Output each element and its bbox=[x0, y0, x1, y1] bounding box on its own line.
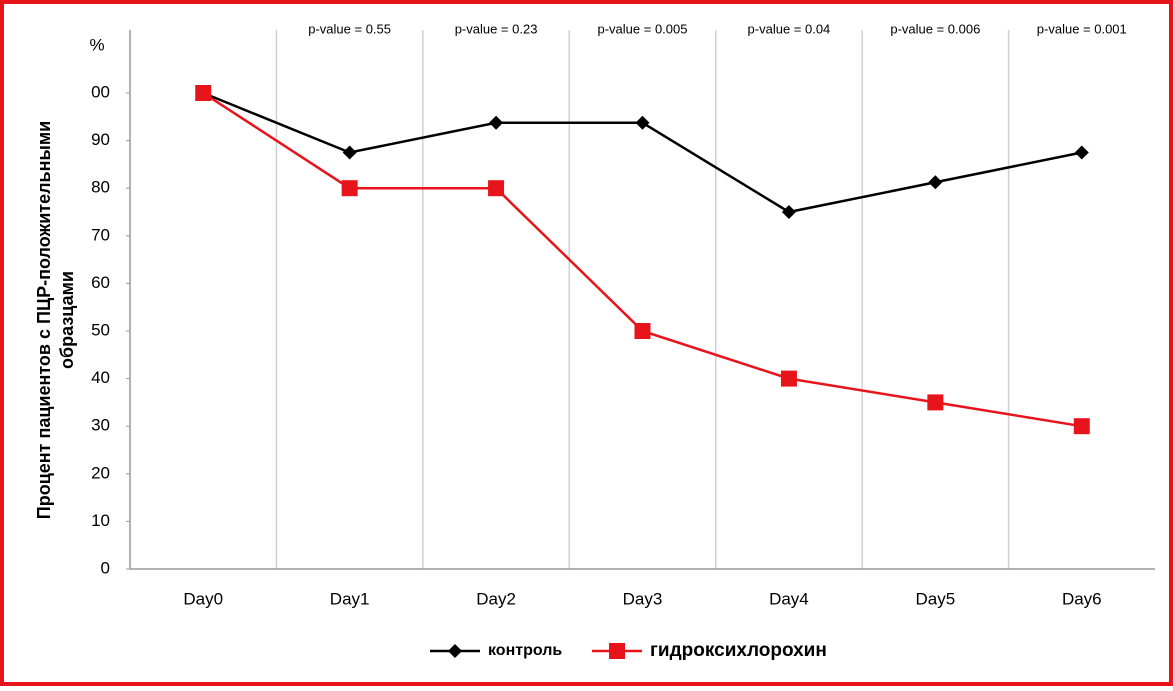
point bbox=[781, 205, 796, 219]
x-tick-label: Day2 bbox=[476, 589, 516, 608]
point bbox=[928, 175, 943, 190]
point bbox=[488, 180, 505, 197]
p-value: p-value = 0.04 bbox=[748, 21, 831, 36]
point bbox=[1074, 145, 1089, 160]
point bbox=[342, 145, 357, 160]
x-tick-label: Day6 bbox=[1062, 589, 1102, 608]
point bbox=[634, 323, 651, 339]
y-tick-label: 70 bbox=[91, 225, 110, 244]
y-tick-label: 00 bbox=[91, 82, 110, 101]
point bbox=[341, 180, 358, 197]
p-value: p-value = 0.001 bbox=[1037, 21, 1127, 36]
y-unit: % bbox=[89, 35, 104, 54]
point bbox=[635, 115, 650, 130]
y-tick-label: 60 bbox=[91, 273, 110, 292]
y-tick-label: 0 bbox=[101, 558, 110, 577]
y-tick-label: 80 bbox=[91, 178, 110, 197]
y-axis-title: Процент пациентов с ПЦР-положительными о… bbox=[34, 121, 77, 519]
y-tick-label: 30 bbox=[91, 416, 110, 435]
y-tick-label: 50 bbox=[91, 320, 110, 339]
legend-marker bbox=[609, 643, 625, 659]
legend-marker bbox=[448, 644, 462, 658]
point bbox=[780, 370, 797, 387]
x-tick-label: Day3 bbox=[623, 589, 663, 608]
p-value: p-value = 0.23 bbox=[455, 21, 538, 36]
point bbox=[489, 115, 504, 130]
x-tick-label: Day5 bbox=[916, 589, 956, 608]
y-axis-title-line: образцами bbox=[57, 271, 77, 369]
x-tick-label: Day0 bbox=[183, 589, 223, 608]
y-tick-label: 90 bbox=[91, 130, 110, 149]
y-axis-title-line: Процент пациентов с ПЦР-положительными bbox=[34, 121, 54, 519]
p-value: p-value = 0.55 bbox=[308, 21, 391, 36]
y-tick-label: 40 bbox=[91, 368, 110, 387]
y-tick-label: 10 bbox=[91, 511, 110, 530]
x-tick-label: Day4 bbox=[769, 589, 809, 608]
p-value: p-value = 0.006 bbox=[890, 21, 980, 36]
p-value: p-value = 0.005 bbox=[598, 21, 688, 36]
point bbox=[195, 85, 212, 101]
x-tick-label: Day1 bbox=[330, 589, 370, 608]
y-tick-label: 20 bbox=[91, 463, 110, 482]
point bbox=[1073, 418, 1090, 435]
point bbox=[927, 394, 944, 411]
legend-label: гидроксихлорохин bbox=[650, 640, 827, 661]
legend-label: контроль bbox=[488, 642, 562, 659]
